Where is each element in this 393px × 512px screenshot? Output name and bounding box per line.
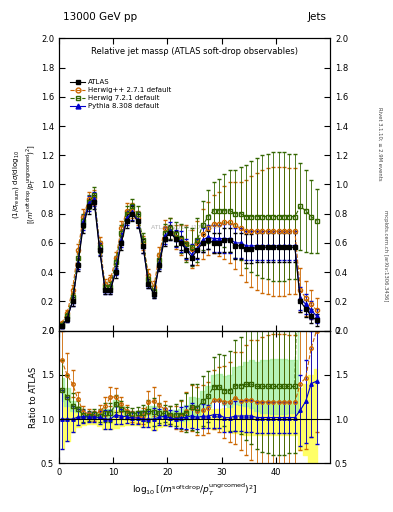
Text: mcplots.cern.ch [arXiv:1306.3436]: mcplots.cern.ch [arXiv:1306.3436] [383, 210, 387, 302]
Y-axis label: $(1/\sigma_{\mathrm{resum}})\ \mathrm{d}\sigma/\mathrm{d}\log_{10}$
$[(m^{\mathr: $(1/\sigma_{\mathrm{resum}})\ \mathrm{d}… [11, 144, 38, 224]
Legend: ATLAS, Herwig++ 2.7.1 default, Herwig 7.2.1 default, Pythia 8.308 default: ATLAS, Herwig++ 2.7.1 default, Herwig 7.… [67, 76, 174, 112]
Text: ATLAS 2019_I1772354: ATLAS 2019_I1772354 [151, 224, 221, 230]
Y-axis label: Ratio to ATLAS: Ratio to ATLAS [29, 366, 38, 428]
Text: 13000 GeV pp: 13000 GeV pp [63, 11, 137, 22]
Text: Rivet 3.1.10; ≥ 2.9M events: Rivet 3.1.10; ≥ 2.9M events [377, 106, 382, 180]
Text: Jets: Jets [307, 11, 326, 22]
X-axis label: $\log_{10}[(m^{\mathrm{soft\,drop}}/p_T^{\mathrm{ungroomed}})^2]$: $\log_{10}[(m^{\mathrm{soft\,drop}}/p_T^… [132, 481, 257, 498]
Text: Relative jet massρ (ATLAS soft-drop observables): Relative jet massρ (ATLAS soft-drop obse… [91, 47, 298, 56]
